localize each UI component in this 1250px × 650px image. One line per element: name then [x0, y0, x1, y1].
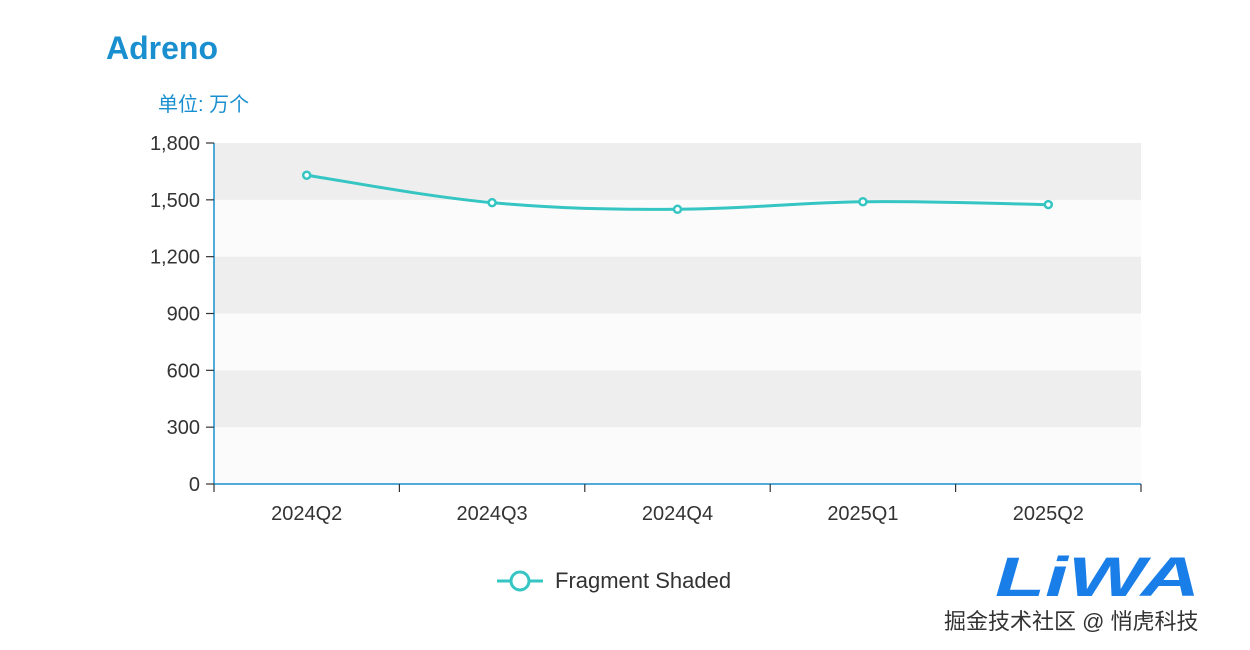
- data-point: [672, 204, 683, 215]
- legend-line-marker-icon: [497, 570, 543, 592]
- x-tick-label: 2025Q2: [1013, 503, 1084, 525]
- data-point: [487, 197, 497, 208]
- liwa-logo: LiWA: [995, 548, 1200, 602]
- y-tick-label: 600: [167, 360, 200, 382]
- x-tick-label: 2025Q1: [827, 503, 898, 525]
- y-tick-label: 1,500: [150, 190, 200, 212]
- legend[interactable]: Fragment Shaded: [495, 568, 731, 594]
- y-tick-label: 0: [189, 474, 200, 496]
- y-tick-label: 1,800: [150, 133, 200, 155]
- logo-text: LiWA: [995, 548, 1200, 602]
- background-band: [214, 427, 1141, 484]
- x-tick-label: 2024Q4: [642, 503, 713, 525]
- x-tick-label: 2024Q2: [271, 503, 342, 525]
- data-point: [1043, 199, 1054, 210]
- legend-label: Fragment Shaded: [555, 568, 732, 593]
- unit-label: 单位: 万个: [158, 94, 250, 116]
- background-band: [214, 143, 1141, 200]
- background-band: [214, 256, 1141, 314]
- y-tick-label: 300: [167, 417, 200, 439]
- chart-title: Adreno: [106, 30, 218, 66]
- background-band: [214, 313, 1141, 371]
- data-point: [858, 196, 868, 207]
- y-tick-label: 1,200: [150, 247, 200, 269]
- background-band: [214, 370, 1141, 428]
- watermark-text: 掘金技术社区 @ 悄虎科技: [944, 609, 1199, 634]
- data-point: [301, 170, 312, 180]
- y-tick-label: 900: [167, 304, 200, 326]
- x-tick-label: 2024Q3: [457, 503, 528, 525]
